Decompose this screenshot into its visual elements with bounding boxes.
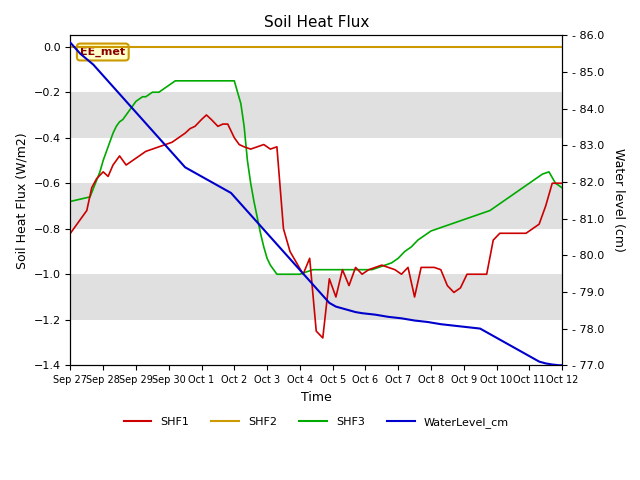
Y-axis label: Water level (cm): Water level (cm): [612, 148, 625, 252]
Title: Soil Heat Flux: Soil Heat Flux: [264, 15, 369, 30]
Bar: [70, 47, 562, 92]
Bar: [70, 229, 562, 274]
X-axis label: Time: Time: [301, 391, 332, 404]
Legend: SHF1, SHF2, SHF3, WaterLevel_cm: SHF1, SHF2, SHF3, WaterLevel_cm: [119, 412, 513, 432]
Y-axis label: Soil Heat Flux (W/m2): Soil Heat Flux (W/m2): [15, 132, 28, 269]
Text: EE_met: EE_met: [80, 47, 125, 57]
Bar: [70, 92, 562, 138]
Bar: [70, 138, 562, 183]
Bar: [70, 320, 562, 365]
Bar: [70, 274, 562, 320]
Bar: [70, 183, 562, 229]
